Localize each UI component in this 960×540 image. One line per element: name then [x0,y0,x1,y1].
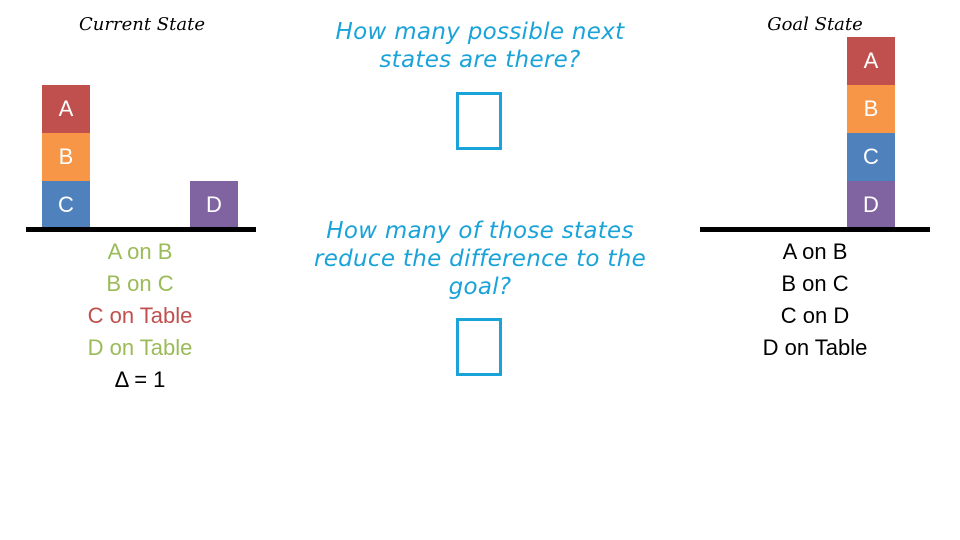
current-table-line [26,227,256,232]
current-block-c: C [42,181,90,229]
goal-relation-d-on-table: D on Table [762,335,868,360]
current-delta: Δ = 1 [114,367,166,392]
goal-relation-a-on-b: A on B [782,239,848,264]
answer-box-reduce-difference[interactable] [456,318,502,376]
answer-box-next-states[interactable] [456,92,502,150]
current-relation-d-on-table: D on Table [87,335,193,360]
goal-block-a: A [847,37,895,85]
question-next-states: How many possible next states are there? [335,19,625,73]
goal-block-b: B [847,85,895,133]
goal-relation-b-on-c: B on C [781,271,849,296]
goal-state-title: Goal State [767,14,863,35]
question-reduce-difference: How many of those states reduce the diff… [313,218,647,300]
current-block-a: A [42,85,90,133]
current-relation-c-on-table: C on Table [87,303,193,328]
current-block-d: D [190,181,238,229]
current-state-title: Current State [79,14,205,35]
goal-relations: A on B B on C C on D D on Table [715,236,915,364]
goal-relation-c-on-d: C on D [780,303,850,328]
current-block-b: B [42,133,90,181]
goal-block-d: D [847,181,895,229]
goal-block-c: C [847,133,895,181]
current-relation-b-on-c: B on C [106,271,174,296]
current-relations: A on B B on C C on Table D on Table Δ = … [40,236,240,396]
goal-table-line [700,227,930,232]
current-relation-a-on-b: A on B [107,239,173,264]
